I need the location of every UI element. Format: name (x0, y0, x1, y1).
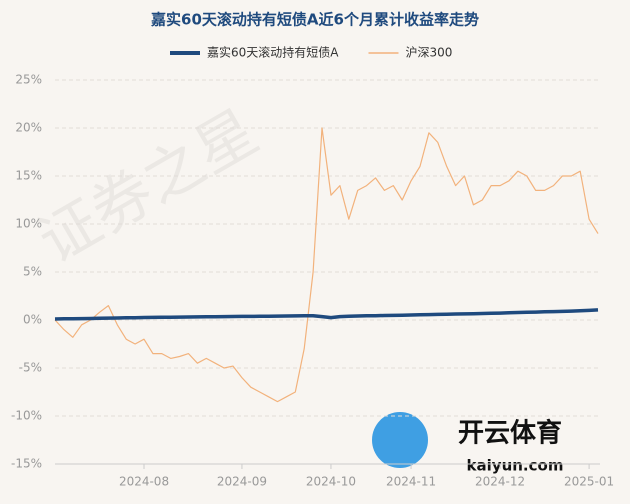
logo-url: kaiyun.com (467, 457, 564, 475)
x-tick-label: 2024-11 (386, 475, 436, 489)
y-tick-label: 15% (15, 169, 42, 183)
y-tick-label: 0% (23, 313, 42, 327)
logo-text: 开云体育 (458, 418, 562, 449)
x-tick-label: 2024-12 (475, 475, 525, 489)
chart-title: 嘉实60天滚动持有短债A近6个月累计收益率走势 (150, 11, 479, 29)
logo-icon (372, 412, 428, 468)
series-line (54, 308, 599, 321)
y-tick-label: 25% (15, 73, 42, 87)
legend-label: 嘉实60天滚动持有短债A (207, 45, 339, 60)
legend-label: 沪深300 (405, 46, 452, 60)
y-tick-label: 10% (15, 217, 42, 231)
y-tick-label: -5% (19, 361, 42, 375)
series-line (54, 127, 599, 403)
x-tick-label: 2024-10 (306, 475, 356, 489)
y-tick-label: -10% (11, 409, 42, 423)
y-tick-label: 5% (23, 265, 42, 279)
y-tick-label: -15% (11, 457, 42, 471)
x-tick-label: 2024-09 (217, 475, 267, 489)
x-tick-label: 2024-08 (119, 475, 169, 489)
y-tick-label: 20% (15, 121, 42, 135)
x-tick-label: 2025-01 (564, 475, 614, 489)
